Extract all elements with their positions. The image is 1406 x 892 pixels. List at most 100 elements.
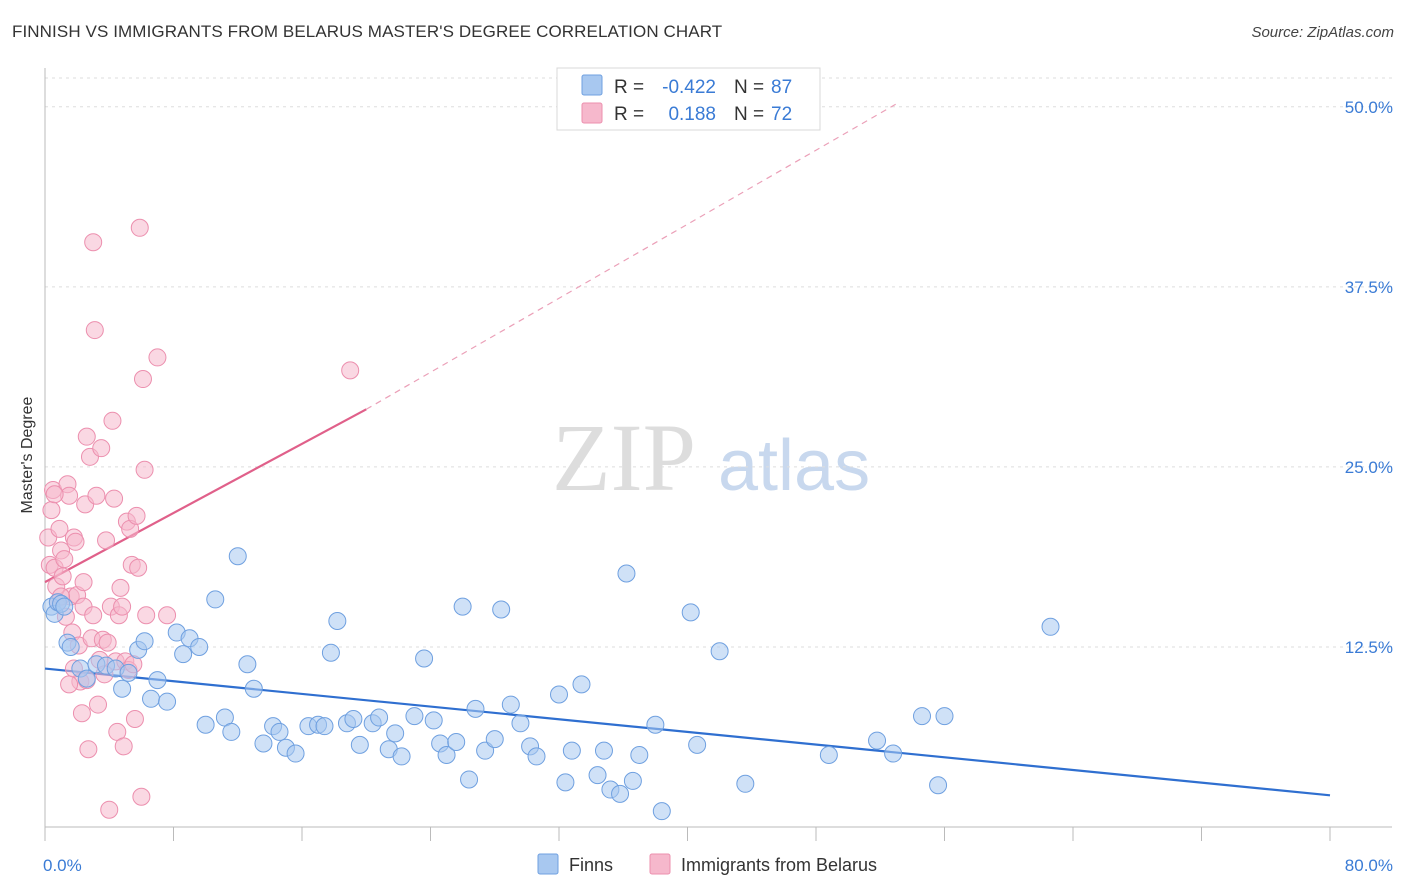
finns-point xyxy=(819,745,838,764)
finns-point xyxy=(611,784,630,803)
finns-point xyxy=(929,776,948,795)
finns-point xyxy=(244,679,263,698)
belarus-point xyxy=(137,606,156,625)
belarus-point xyxy=(45,485,64,504)
finns-point xyxy=(1041,617,1060,636)
legend-swatch-finns xyxy=(581,74,603,96)
belarus-point xyxy=(79,740,98,759)
finns-point xyxy=(466,699,485,718)
finns-point xyxy=(572,675,591,694)
finns-point xyxy=(485,730,504,749)
y-tick-label: 25.0% xyxy=(1345,458,1393,477)
finns-point xyxy=(594,741,613,760)
legend-swatch-belarus xyxy=(581,102,603,124)
finns-point xyxy=(370,708,389,727)
belarus-points xyxy=(39,218,360,819)
belarus-point xyxy=(105,489,124,508)
bottom-legend-label-belarus: Immigrants from Belarus xyxy=(681,855,877,875)
belarus-point xyxy=(66,532,85,551)
belarus-point xyxy=(92,439,111,458)
belarus-point xyxy=(87,486,106,505)
belarus-point xyxy=(84,606,103,625)
y-axis-label: Master's Degree xyxy=(19,396,36,513)
finns-point xyxy=(77,669,96,688)
finns-points xyxy=(42,547,1060,821)
finns-point xyxy=(344,709,363,728)
belarus-point xyxy=(72,704,91,723)
finns-point xyxy=(630,745,649,764)
finns-point xyxy=(119,663,138,682)
watermark-atlas: atlas xyxy=(718,426,870,506)
legend-n-label-belarus: N = xyxy=(734,104,764,125)
finns-point xyxy=(681,603,700,622)
belarus-point xyxy=(98,633,117,652)
belarus-point xyxy=(84,233,103,252)
belarus-point xyxy=(89,695,108,714)
belarus-point xyxy=(113,597,132,616)
belarus-point xyxy=(148,348,167,367)
finns-point xyxy=(142,689,161,708)
belarus-point xyxy=(100,800,119,819)
legend-n-value-finns: 87 xyxy=(771,77,792,98)
finns-point xyxy=(736,774,755,793)
finns-point xyxy=(710,642,729,661)
bottom-legend-swatch-belarus xyxy=(649,853,671,875)
finns-point xyxy=(476,741,495,760)
finns-point xyxy=(254,734,273,753)
finns-point xyxy=(328,612,347,631)
finns-point xyxy=(135,632,154,651)
belarus-point xyxy=(111,578,130,597)
finns-point xyxy=(148,671,167,690)
finns-point xyxy=(55,597,74,616)
belarus-point xyxy=(130,218,149,237)
finns-point xyxy=(562,741,581,760)
finns-point xyxy=(588,766,607,785)
legend-n-label-finns: N = xyxy=(734,77,764,98)
legend-n-value-belarus: 72 xyxy=(771,104,792,125)
watermark-zip: ZIP xyxy=(552,404,696,511)
x-tick-label-max: 80.0% xyxy=(1345,856,1393,875)
belarus-point xyxy=(85,321,104,340)
legend-r-label-finns: R = xyxy=(614,77,644,98)
belarus-point xyxy=(133,370,152,389)
belarus-point xyxy=(53,567,72,586)
tick-labels: 12.5% 25.0% 37.5% 50.0% 0.0% 80.0% xyxy=(43,98,1393,875)
belarus-point xyxy=(135,460,154,479)
finns-point xyxy=(315,717,334,736)
finns-point xyxy=(113,679,132,698)
finns-point xyxy=(646,715,665,734)
belarus-point xyxy=(132,787,151,806)
finns-point xyxy=(424,711,443,730)
finns-point xyxy=(913,707,932,726)
belarus-point xyxy=(103,411,122,430)
finns-point xyxy=(350,735,369,754)
y-tick-label: 50.0% xyxy=(1345,98,1393,117)
finns-point xyxy=(222,722,241,741)
belarus-point xyxy=(50,519,69,538)
belarus-point xyxy=(158,606,177,625)
finns-point xyxy=(174,645,193,664)
finns-point xyxy=(415,649,434,668)
finns-point xyxy=(286,744,305,763)
finns-point xyxy=(623,771,642,790)
finns-point xyxy=(868,731,887,750)
belarus-point xyxy=(60,675,79,694)
belarus-point xyxy=(129,558,148,577)
bottom-legend-swatch-finns xyxy=(537,853,559,875)
x-tick-label-min: 0.0% xyxy=(43,856,82,875)
legend-r-label-belarus: R = xyxy=(614,104,644,125)
belarus-point xyxy=(127,506,146,525)
finns-point xyxy=(238,655,257,674)
finns-point xyxy=(437,745,456,764)
finns-point xyxy=(392,747,411,766)
chart-title: FINNISH VS IMMIGRANTS FROM BELARUS MASTE… xyxy=(12,22,723,41)
finns-point xyxy=(190,637,209,656)
chart-source: Source: ZipAtlas.com xyxy=(1251,24,1394,41)
finns-point xyxy=(884,744,903,763)
belarus-trend-line xyxy=(44,408,367,584)
belarus-point xyxy=(341,361,360,380)
finns-point xyxy=(556,773,575,792)
series-legend: Finns Immigrants from Belarus xyxy=(537,853,877,875)
bottom-legend-label-finns: Finns xyxy=(569,855,613,875)
